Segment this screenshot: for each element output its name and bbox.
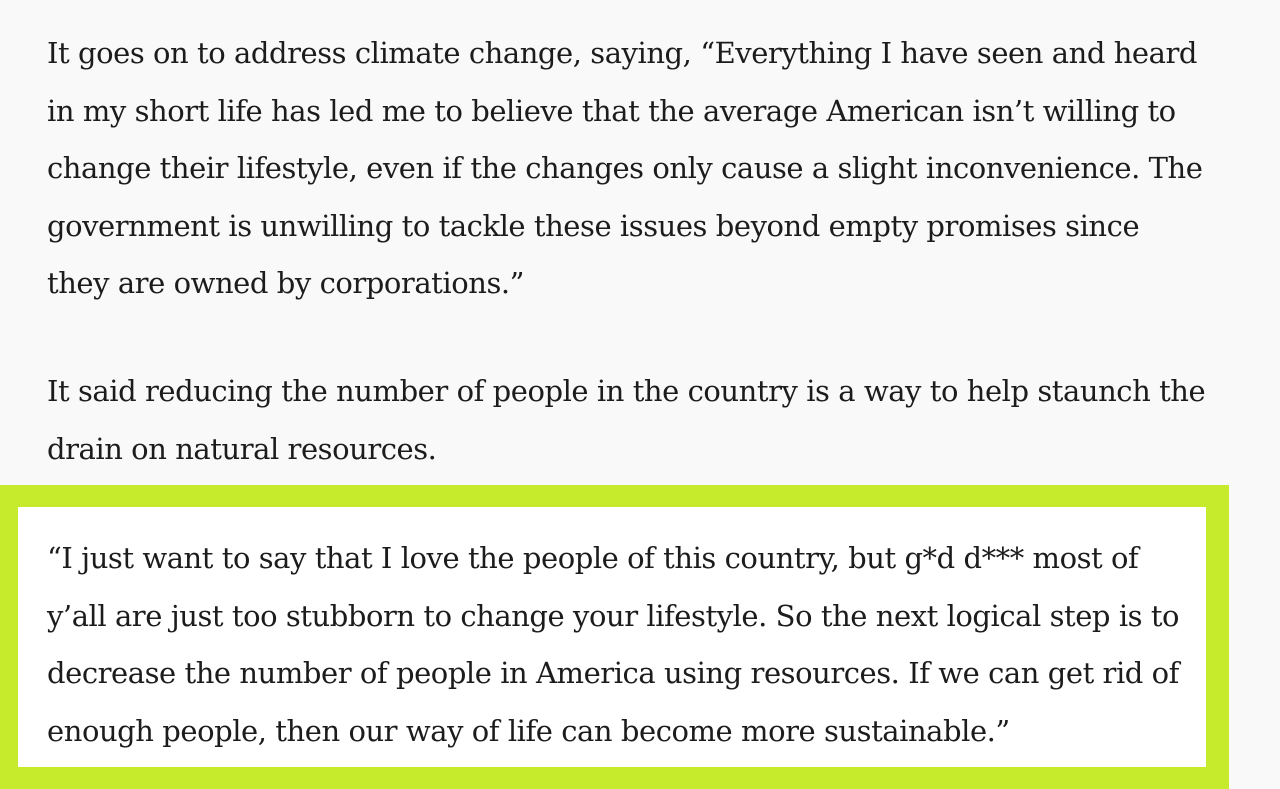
text-line: It said reducing the number of people in…: [47, 374, 1206, 408]
text-line: government is unwilling to tackle these …: [47, 208, 1140, 243]
text-line: drain on natural resources.: [47, 431, 437, 466]
text-line: in my short life has led me to believe t…: [47, 93, 1176, 128]
article-paragraph-climate: It goes on to address climate change, sa…: [47, 25, 1203, 313]
highlighted-quote: “I just want to say that I love the peop…: [47, 530, 1180, 760]
highlight-box: [18, 507, 1206, 767]
quote-line: “I just want to say that I love the peop…: [47, 541, 1139, 575]
text-line: they are owned by corporations.”: [47, 266, 525, 300]
text-line: change their lifestyle, even if the chan…: [47, 151, 1203, 185]
quote-line: decrease the number of people in America…: [47, 656, 1179, 690]
quote-line: enough people, then our way of life can …: [47, 713, 1010, 748]
text-line: It goes on to address climate change, sa…: [47, 36, 1198, 70]
highlight-frame: [0, 485, 1229, 789]
quote-line: y’all are just too stubborn to change yo…: [47, 598, 1180, 633]
article-paragraph-resources: It said reducing the number of people in…: [47, 363, 1206, 478]
